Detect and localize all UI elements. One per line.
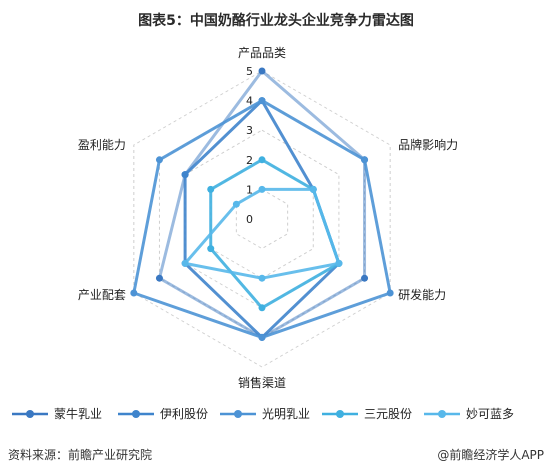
radar-series	[130, 67, 394, 341]
tick-label: 1	[246, 183, 253, 196]
tick-label: 2	[246, 154, 253, 167]
series-point	[258, 185, 266, 193]
radar-grid: 0 1 2 3 4 5	[133, 65, 391, 368]
legend-label: 光明乳业	[262, 407, 310, 421]
series-point	[361, 156, 369, 164]
series-point	[181, 259, 189, 267]
axis-label: 品牌影响力	[398, 137, 458, 152]
series-point	[258, 156, 266, 164]
series-point	[258, 67, 266, 75]
series-point	[207, 185, 215, 193]
grid-ring-2	[210, 159, 314, 279]
axis-label: 研发能力	[398, 287, 446, 302]
series-point	[155, 274, 163, 282]
series-point	[309, 185, 317, 193]
series-point	[232, 200, 240, 208]
series-point	[386, 289, 394, 297]
series-line	[183, 99, 341, 339]
series-point	[258, 274, 266, 282]
tick-label: 4	[246, 95, 253, 108]
series-point	[258, 333, 266, 341]
legend-label: 妙可蓝多	[466, 407, 514, 421]
legend-swatch-marker	[234, 410, 242, 418]
axis-label: 产业配套	[78, 288, 126, 302]
series-line	[132, 99, 392, 339]
legend: 蒙牛乳业 伊利股份 光明乳业 三元股份 妙可蓝多	[12, 406, 514, 421]
legend-swatch-marker	[438, 410, 446, 418]
legend-label: 三元股份	[364, 407, 412, 421]
legend-label: 伊利股份	[160, 407, 208, 421]
series-point	[130, 289, 138, 297]
tick-label: 5	[246, 65, 253, 78]
series-point	[155, 156, 163, 164]
tick-label: 3	[246, 124, 253, 137]
series-point	[207, 245, 215, 253]
grid-ring-5	[133, 70, 391, 368]
series-line	[183, 187, 341, 280]
tick-label: 0	[246, 213, 253, 226]
brand-note: @前瞻经济学人APP	[437, 448, 544, 462]
axis-label: 盈利能力	[78, 138, 126, 152]
series-point	[258, 304, 266, 312]
axis-label: 销售渠道	[238, 375, 286, 390]
legend-label: 蒙牛乳业	[54, 406, 102, 421]
legend-swatch-marker	[336, 410, 344, 418]
axis-label: 产品品类	[238, 46, 286, 60]
series-line	[157, 69, 367, 339]
grid-ring-4	[158, 100, 366, 338]
legend-swatch-marker	[26, 410, 34, 418]
series-point	[361, 274, 369, 282]
series-point	[181, 171, 189, 179]
chart-title: 图表5：中国奶酪行业龙头企业竞争力雷达图	[138, 13, 414, 29]
series-point	[258, 97, 266, 105]
source-note: 资料来源：前瞻产业研究院	[8, 448, 153, 462]
legend-swatch-marker	[132, 410, 140, 418]
series-point	[335, 259, 343, 267]
series-line	[209, 158, 341, 310]
